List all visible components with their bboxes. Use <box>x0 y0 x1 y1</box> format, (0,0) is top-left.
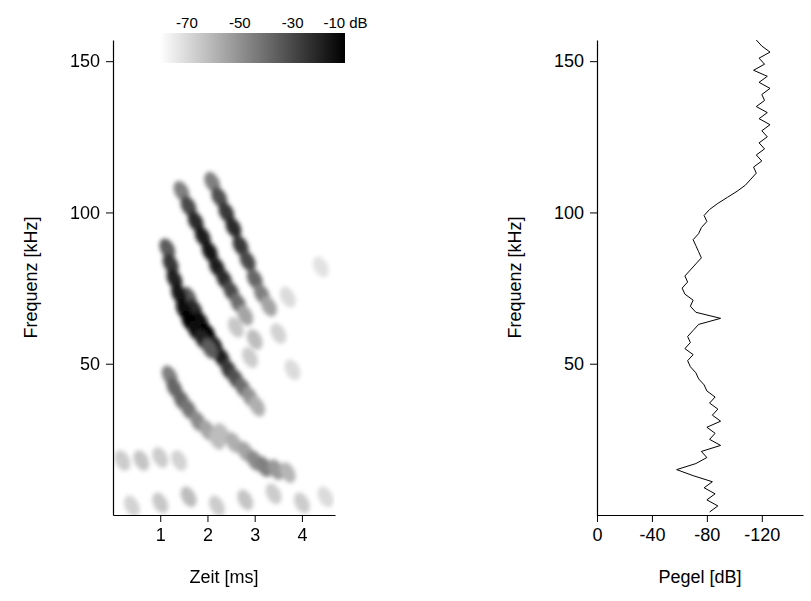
y-axis-title: Frequenz [kHz] <box>21 216 41 338</box>
cell <box>168 448 190 474</box>
x-tick-group: 3 <box>250 515 260 545</box>
y-axis-line <box>597 41 598 516</box>
y-tick <box>106 61 113 62</box>
cell <box>258 293 280 319</box>
cell <box>149 490 171 515</box>
colorbar-gradient <box>160 33 345 63</box>
figure: -70 -50 -30 -10 dB 1 2 3 4 50 100 150 Zeit [ms] Freq… <box>0 0 811 601</box>
cell <box>314 484 335 510</box>
x-tick-group: 0 <box>592 515 602 545</box>
y-tick-label: 100 <box>554 203 584 223</box>
y-axis-title: Frequenz [kHz] <box>505 216 525 338</box>
colorbar: -70 -50 -30 -10 dB <box>160 14 368 63</box>
colorbar-axis-line <box>161 33 346 34</box>
y-tick-group: 150 <box>554 51 597 71</box>
x-tick-label: 0 <box>592 525 602 545</box>
colorbar-tick-label: -10 dB <box>323 14 367 31</box>
x-tick <box>597 515 598 522</box>
y-tick <box>106 364 113 365</box>
x-tick-label: 2 <box>203 525 213 545</box>
x-tick-group: 2 <box>203 515 213 545</box>
cell <box>234 302 256 328</box>
x-tick <box>762 515 763 522</box>
cell <box>206 493 228 515</box>
cell <box>246 393 268 419</box>
cell <box>177 484 199 510</box>
cell <box>277 460 299 486</box>
colorbar-tick-group: -50 <box>229 14 251 33</box>
x-axis-title: Zeit [ms] <box>189 567 258 587</box>
y-tick <box>590 364 597 365</box>
x-tick-group: -40 <box>639 515 665 545</box>
spectrum-line <box>677 40 770 512</box>
colorbar-tick-group: -30 <box>282 14 304 33</box>
cell <box>277 284 299 310</box>
y-tick-label: 50 <box>564 354 584 374</box>
x-tick-group: -80 <box>694 515 720 545</box>
y-tick-group: 150 <box>70 51 113 71</box>
y-tick-group: 50 <box>80 354 113 374</box>
x-tick-label: 1 <box>156 525 166 545</box>
cell <box>262 481 284 507</box>
cell <box>310 254 332 280</box>
x-tick <box>255 515 256 522</box>
colorbar-tick-group: -10 dB <box>323 14 367 33</box>
y-tick-label: 100 <box>70 203 100 223</box>
cell <box>291 490 313 515</box>
y-tick <box>590 212 597 213</box>
cell <box>121 493 143 515</box>
x-tick <box>652 515 653 522</box>
colorbar-axis: -70 -50 -30 -10 dB <box>161 14 368 34</box>
x-tick-label: 4 <box>297 525 307 545</box>
cells-clip <box>113 169 335 515</box>
y-axis-line <box>113 41 114 516</box>
y-tick <box>590 61 597 62</box>
x-tick <box>160 515 161 522</box>
colorbar-tick-label: -50 <box>229 14 251 31</box>
cell <box>113 448 134 474</box>
y-axis: 50 100 150 <box>554 41 598 516</box>
cell <box>234 487 256 513</box>
x-tick-label: -120 <box>744 525 780 545</box>
cell <box>130 448 152 474</box>
colorbar-tick-label: -70 <box>176 14 198 31</box>
y-tick-label: 50 <box>80 354 100 374</box>
x-axis-title: Pegel [dB] <box>658 567 741 587</box>
x-tick-label: -80 <box>694 525 720 545</box>
cell <box>149 445 171 471</box>
x-tick-label: -40 <box>639 525 665 545</box>
cells <box>113 169 335 515</box>
x-tick <box>302 515 303 522</box>
cell <box>267 320 289 346</box>
spectrogram-panel: -70 -50 -30 -10 dB 1 2 3 4 50 100 150 Zeit [ms] Freq… <box>21 14 368 587</box>
cell <box>206 426 228 452</box>
cell <box>199 336 221 362</box>
colorbar-tick-label: -30 <box>282 14 304 31</box>
x-tick-group: -120 <box>744 515 780 545</box>
y-tick-label: 150 <box>554 51 584 71</box>
x-tick-label: 3 <box>250 525 260 545</box>
x-axis: 0 -40 -80 -120 <box>592 515 803 545</box>
cell <box>239 345 261 371</box>
x-tick <box>207 515 208 522</box>
y-tick-group: 50 <box>564 354 597 374</box>
x-tick-group: 1 <box>156 515 166 545</box>
y-tick-group: 100 <box>554 203 597 223</box>
y-tick <box>106 212 113 213</box>
x-axis: 1 2 3 4 <box>114 515 336 545</box>
y-axis: 50 100 150 <box>70 41 114 516</box>
y-tick-group: 100 <box>70 203 113 223</box>
x-tick-group: 4 <box>297 515 307 545</box>
x-tick <box>707 515 708 522</box>
cell <box>281 357 303 383</box>
colorbar-tick-group: -70 <box>176 14 198 33</box>
lines <box>677 40 770 512</box>
x-axis-line <box>598 515 804 516</box>
y-tick-label: 150 <box>70 51 100 71</box>
spectrum-panel: 0 -40 -80 -120 50 100 150 Pegel [dB] Frequenz [k… <box>505 40 804 587</box>
